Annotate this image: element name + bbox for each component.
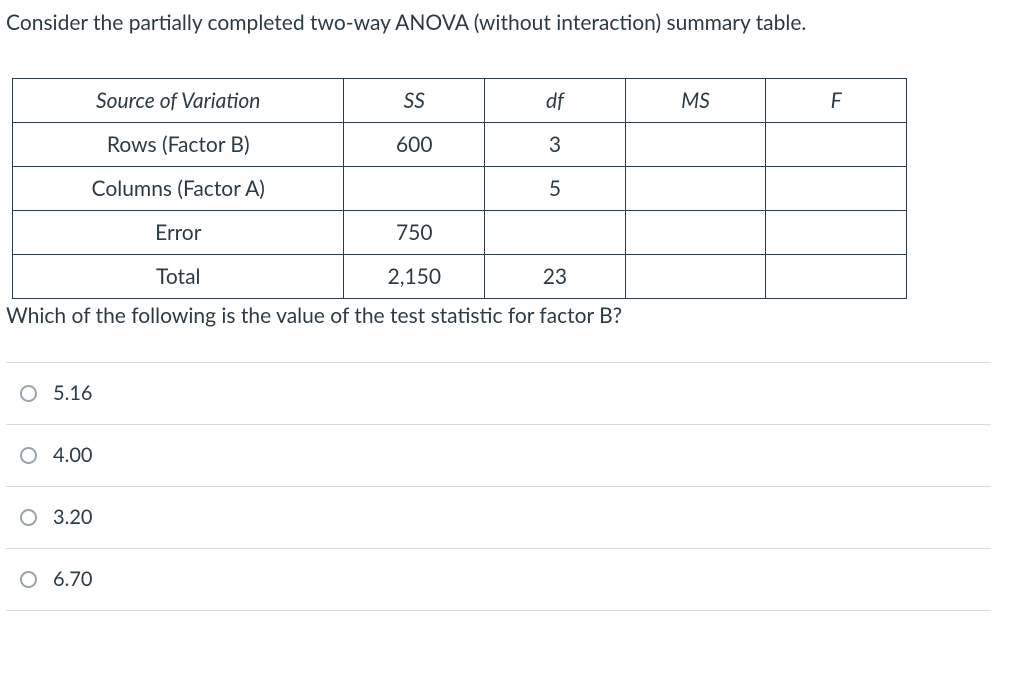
- header-df: df: [485, 79, 626, 123]
- cell-f: [766, 123, 907, 167]
- table-row: Columns (Factor A) 5: [13, 167, 907, 211]
- cell-f: [766, 211, 907, 255]
- radio-icon[interactable]: [20, 447, 37, 464]
- table-row: Rows (Factor B) 600 3: [13, 123, 907, 167]
- cell-ms: [625, 167, 766, 211]
- cell-ms: [625, 255, 766, 299]
- option-row[interactable]: 3.20: [6, 487, 991, 549]
- cell-ms: [625, 211, 766, 255]
- table-row: Error 750: [13, 211, 907, 255]
- option-label: 5.16: [53, 379, 93, 408]
- radio-icon[interactable]: [20, 571, 37, 588]
- cell-df: 5: [485, 167, 626, 211]
- option-label: 4.00: [53, 441, 93, 470]
- options-list: 5.16 4.00 3.20 6.70: [6, 362, 991, 611]
- option-row[interactable]: 5.16: [6, 362, 991, 425]
- option-row[interactable]: 4.00: [6, 425, 991, 487]
- anova-table: Source of Variation SS df MS F Rows (Fac…: [12, 78, 907, 299]
- header-ms: MS: [625, 79, 766, 123]
- cell-f: [766, 255, 907, 299]
- question-prompt: Consider the partially completed two-way…: [6, 8, 1018, 38]
- cell-ss: [344, 167, 485, 211]
- header-f: F: [766, 79, 907, 123]
- cell-f: [766, 167, 907, 211]
- cell-source: Total: [13, 255, 344, 299]
- cell-df: 23: [485, 255, 626, 299]
- cell-df: [485, 211, 626, 255]
- cell-ss: 750: [344, 211, 485, 255]
- radio-icon[interactable]: [20, 509, 37, 526]
- header-ss: SS: [344, 79, 485, 123]
- cell-ms: [625, 123, 766, 167]
- cell-source: Error: [13, 211, 344, 255]
- question-text: Which of the following is the value of t…: [6, 301, 1018, 331]
- option-row[interactable]: 6.70: [6, 549, 991, 611]
- cell-ss: 2,150: [344, 255, 485, 299]
- cell-df: 3: [485, 123, 626, 167]
- header-source: Source of Variation: [13, 79, 344, 123]
- cell-source: Columns (Factor A): [13, 167, 344, 211]
- cell-ss: 600: [344, 123, 485, 167]
- option-label: 6.70: [53, 565, 93, 594]
- table-row: Total 2,150 23: [13, 255, 907, 299]
- option-label: 3.20: [53, 503, 93, 532]
- cell-source: Rows (Factor B): [13, 123, 344, 167]
- table-header-row: Source of Variation SS df MS F: [13, 79, 907, 123]
- radio-icon[interactable]: [20, 385, 37, 402]
